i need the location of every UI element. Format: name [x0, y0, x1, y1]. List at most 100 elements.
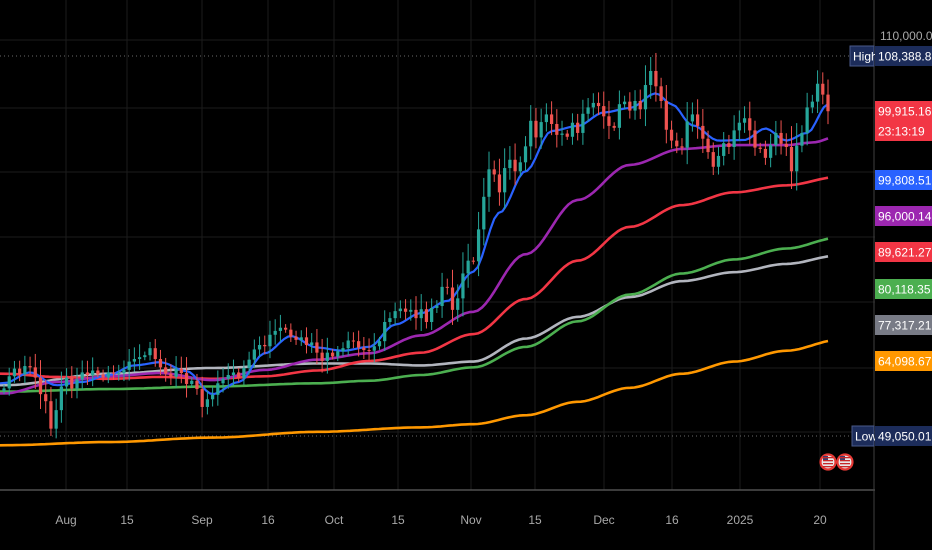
- candle-body: [518, 162, 522, 172]
- candle-body: [560, 133, 564, 135]
- time-axis[interactable]: Aug 15 Sep 16 Oct 15 Nov 15 Dec 16 2025 20: [55, 513, 827, 527]
- candle-body: [711, 152, 715, 167]
- candle-body: [529, 120, 533, 147]
- candle-body: [680, 146, 684, 148]
- flag-stripe: [840, 466, 850, 468]
- candle-body: [184, 373, 189, 384]
- candle: [294, 330, 298, 345]
- candle: [64, 368, 69, 395]
- candle: [742, 106, 747, 133]
- candle-body: [643, 85, 648, 110]
- candle: [179, 356, 183, 384]
- candle-body: [330, 352, 335, 357]
- candle: [33, 353, 37, 389]
- flag-stripe: [823, 463, 833, 465]
- candle-body: [289, 329, 293, 337]
- candle: [59, 371, 63, 423]
- candle: [544, 103, 548, 132]
- candle: [231, 359, 236, 386]
- candle-body: [294, 336, 298, 340]
- candle: [91, 357, 95, 387]
- candle-body: [701, 125, 705, 139]
- candle: [237, 367, 241, 383]
- time-axis-label: Dec: [593, 513, 614, 527]
- candle-body: [450, 287, 455, 310]
- high-value-box: [875, 46, 932, 66]
- candle: [38, 360, 43, 409]
- candle: [492, 160, 496, 182]
- time-axis-label: 15: [528, 513, 542, 527]
- candle: [383, 310, 387, 352]
- candle: [774, 120, 778, 156]
- candle: [523, 136, 528, 172]
- candle: [622, 95, 627, 110]
- us-flag-icon[interactable]: [819, 453, 837, 471]
- candle: [690, 102, 695, 132]
- candle: [685, 101, 689, 165]
- low-label: Low: [855, 430, 877, 444]
- candle-body: [476, 229, 481, 262]
- candle: [784, 133, 788, 156]
- candle-body: [675, 140, 679, 147]
- candle: [732, 115, 736, 160]
- candle-body: [106, 372, 110, 378]
- candle: [221, 368, 225, 393]
- candle-body: [508, 159, 512, 169]
- candle: [367, 338, 371, 361]
- candle-body: [805, 107, 809, 133]
- ma-line-1: [0, 137, 829, 395]
- time-axis-label: Sep: [191, 513, 213, 527]
- us-flag-icon[interactable]: [836, 453, 854, 471]
- candle-body: [273, 330, 277, 335]
- candle-body: [164, 367, 168, 374]
- candle: [310, 333, 314, 353]
- price-tag-6: 77,317.21: [875, 315, 932, 335]
- event-flags[interactable]: [819, 453, 854, 471]
- candle-body: [664, 100, 668, 130]
- candle-body: [91, 370, 95, 376]
- price-tag-box: [875, 101, 932, 121]
- candle-body: [763, 148, 768, 158]
- candle: [164, 357, 168, 382]
- candle: [581, 99, 585, 145]
- time-axis-label: 20: [813, 513, 827, 527]
- candle: [351, 332, 356, 349]
- chart-grid: [0, 0, 875, 490]
- candle-body: [210, 394, 215, 400]
- ma-line-2: [0, 176, 829, 381]
- candle-body: [148, 348, 152, 356]
- candle-body: [742, 118, 747, 123]
- candle: [190, 377, 194, 388]
- candle-body: [49, 401, 53, 429]
- candle: [711, 142, 715, 176]
- time-axis-label: Nov: [460, 513, 481, 527]
- candle-body: [268, 334, 272, 347]
- price-tag-value: 89,621.27: [878, 246, 932, 260]
- candle-body: [75, 379, 79, 389]
- candle-body: [357, 341, 361, 348]
- candle-body: [795, 145, 799, 172]
- candle: [158, 349, 163, 376]
- candle-body: [247, 359, 251, 368]
- candle-body: [492, 169, 496, 175]
- candle: [80, 360, 84, 390]
- candle: [403, 299, 408, 320]
- candle: [800, 125, 804, 153]
- candle-body: [242, 367, 246, 379]
- candle: [325, 337, 329, 374]
- candle: [680, 138, 684, 155]
- candle: [257, 336, 262, 357]
- candle: [341, 342, 345, 357]
- ma-line-3: [0, 237, 829, 393]
- candle-body: [85, 372, 90, 376]
- candle-body: [195, 380, 199, 390]
- candle-body: [122, 369, 126, 374]
- candle: [435, 300, 439, 313]
- candle: [471, 257, 475, 265]
- candle-body: [310, 342, 314, 345]
- price-tag-value: 23:13:19: [878, 125, 925, 139]
- candle: [268, 320, 272, 359]
- price-axis[interactable]: 110,000.00High108,388.88Low49,050.0199,9…: [849, 29, 932, 447]
